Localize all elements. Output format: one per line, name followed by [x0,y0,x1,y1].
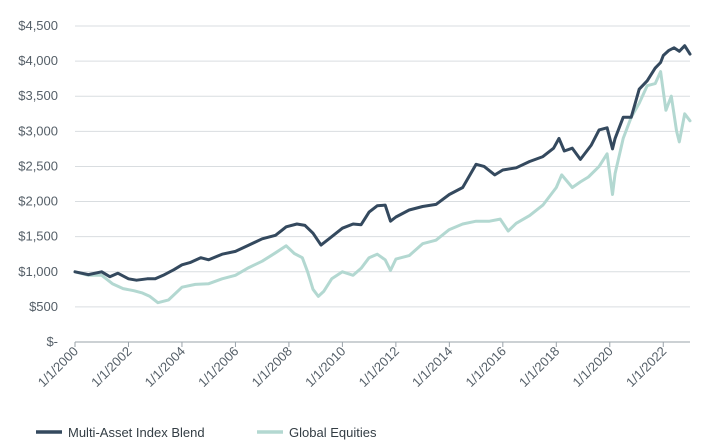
legend: Multi-Asset Index Blend Global Equities [36,425,377,440]
x-tick-label: 1/1/2014 [409,344,455,390]
y-tick-label: $4,500 [18,18,58,33]
x-tick-label: 1/1/2022 [623,344,669,390]
y-tick-label: $4,000 [18,53,58,68]
y-tick-label: $3,000 [18,123,58,138]
x-tick-label: 1/1/2006 [195,344,241,390]
x-tick-label: 1/1/2004 [142,344,188,390]
series-line-global-equities [73,70,692,305]
y-tick-label: $- [46,334,58,349]
legend-item-multi-asset[interactable]: Multi-Asset Index Blend [36,425,205,440]
x-tick-label: 1/1/2012 [356,344,402,390]
x-tick-label: 1/1/2016 [463,344,509,390]
y-axis-ticks: $- $500 $1,000 $1,500 $2,000 $2,500 $3,000 $3,5… [18,18,58,349]
legend-label-global-equities: Global Equities [289,425,377,440]
y-tick-label: $2,500 [18,158,58,173]
y-tick-label: $1,500 [18,229,58,244]
y-tick-label: $3,500 [18,88,58,103]
y-tick-label: $2,000 [18,194,58,209]
x-tick-label: 1/1/2018 [516,344,562,390]
legend-label-multi-asset: Multi-Asset Index Blend [68,425,205,440]
x-tick-label: 1/1/2000 [35,344,81,390]
legend-item-global-equities[interactable]: Global Equities [257,425,377,440]
x-axis-ticks: 1/1/2000 1/1/2002 1/1/2004 1/1/2006 1/1/2008… [35,344,670,390]
x-tick-label: 1/1/2008 [249,344,295,390]
y-tick-label: $500 [29,299,58,314]
gridlines [74,25,690,347]
series-lines [73,44,692,305]
series-line-multi-asset [73,44,692,282]
y-tick-label: $1,000 [18,264,58,279]
x-tick-label: 1/1/2002 [88,344,134,390]
x-tick-label: 1/1/2020 [570,344,616,390]
x-tick-label: 1/1/2010 [302,344,348,390]
